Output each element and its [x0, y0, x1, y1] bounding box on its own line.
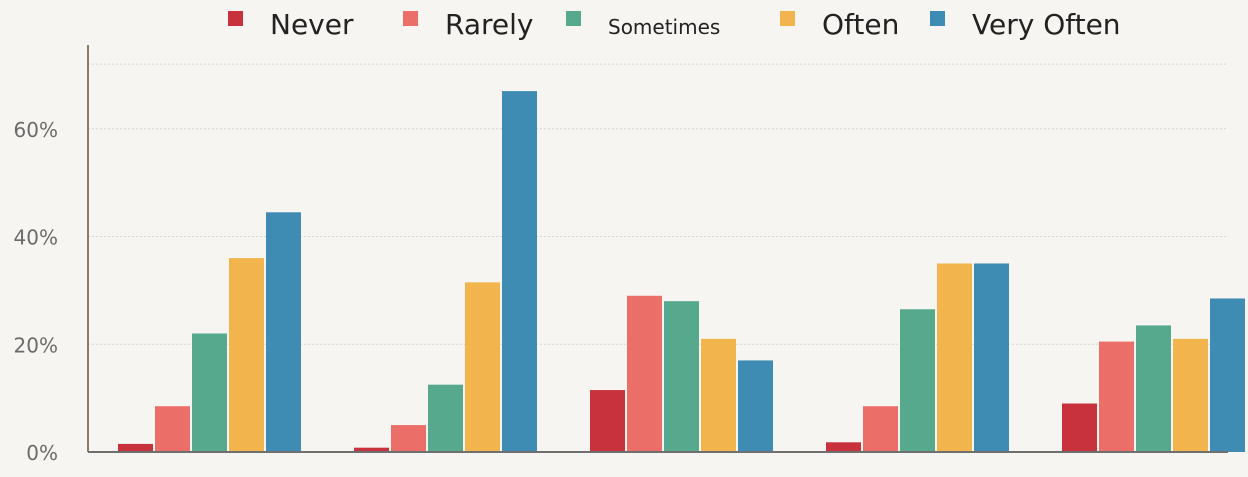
legend-swatch [228, 11, 243, 26]
bar-often [701, 338, 736, 452]
legend-swatch [780, 11, 795, 26]
bar-very-often [974, 263, 1009, 452]
bar-very-often [266, 212, 301, 452]
bar-sometimes [900, 309, 935, 452]
bar-sometimes [428, 384, 463, 452]
bar-sometimes [1136, 325, 1171, 452]
legend-label: Never [270, 8, 354, 41]
legend-swatch [403, 11, 418, 26]
y-tick-labels: 0% 20% 40% 60% [14, 118, 58, 465]
bar-rarely [155, 406, 190, 452]
bar-never [1062, 403, 1097, 452]
y-tick-label: 20% [14, 333, 58, 357]
legend-swatch [566, 11, 581, 26]
bar-very-often [1210, 298, 1245, 452]
y-tick-label: 60% [14, 118, 58, 142]
bars [118, 91, 1245, 453]
legend-swatch [930, 11, 945, 26]
legend: Never Rarely Sometimes Often Very Often [228, 8, 1121, 41]
legend-label: Rarely [445, 8, 533, 41]
bar-never [354, 447, 389, 452]
legend-label: Sometimes [608, 15, 720, 39]
bar-often [1173, 338, 1208, 452]
bar-rarely [1099, 341, 1134, 452]
y-tick-label: 0% [26, 441, 58, 465]
bar-very-often [502, 91, 537, 453]
bar-rarely [391, 425, 426, 452]
bar-never [826, 442, 861, 452]
legend-label: Very Often [972, 8, 1121, 41]
bar-rarely [627, 295, 662, 452]
bar-often [229, 258, 264, 452]
bar-sometimes [192, 333, 227, 452]
bar-rarely [863, 406, 898, 452]
axes [87, 45, 1228, 453]
bar-never [590, 390, 625, 452]
bar-sometimes [664, 301, 699, 452]
bar-very-often [738, 360, 773, 452]
legend-label: Often [822, 8, 899, 41]
bar-often [465, 282, 500, 452]
bar-often [937, 263, 972, 452]
bar-never [118, 443, 153, 452]
y-tick-label: 40% [14, 226, 58, 250]
